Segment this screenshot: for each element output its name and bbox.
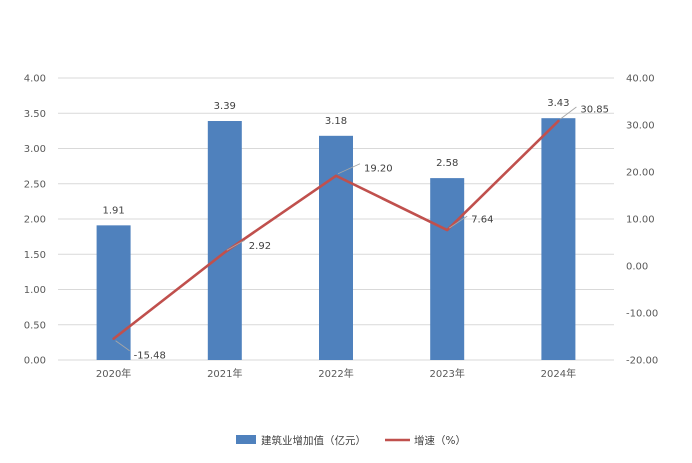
bar — [207, 121, 242, 360]
data-labels: 1.91 3.39 3.18 2.58 3.43 -15.48 2.92 19.20 7.64 3… — [102, 98, 609, 361]
right-axis-tick-label: 10.00 — [626, 215, 655, 226]
line-label-leader — [226, 239, 246, 251]
bar-value-label: 3.43 — [547, 98, 569, 109]
bar-value-label: 2.58 — [436, 158, 458, 169]
left-axis-tick-label: 0.50 — [24, 320, 46, 331]
line-series — [112, 119, 560, 341]
line-label-leader — [448, 215, 468, 229]
left-axis-tick-label: 3.50 — [24, 109, 46, 120]
legend-bar-label: 建筑业增加值（亿元） — [261, 434, 366, 447]
bar — [541, 118, 576, 360]
left-axis-tick-label: 3.00 — [24, 144, 46, 155]
growth-rate-line — [112, 119, 560, 341]
bar-value-label: 3.39 — [214, 101, 236, 112]
bar-series — [96, 118, 576, 360]
right-axis-tick-label: -20.00 — [626, 356, 658, 367]
right-axis-tick-label: -10.00 — [626, 309, 658, 320]
left-axis-tick-label: 1.50 — [24, 250, 46, 261]
right-axis-tick-label: 40.00 — [626, 74, 655, 85]
bar-value-label: 3.18 — [325, 116, 347, 127]
left-axis-tick-label: 0.00 — [24, 356, 46, 367]
line-value-label: 7.64 — [471, 215, 493, 226]
left-axis-tick-label: 1.00 — [24, 285, 46, 296]
bar — [319, 135, 353, 360]
bar — [430, 178, 465, 360]
bar-value-label: 1.91 — [102, 205, 124, 216]
x-axis-tick-label: 2020年 — [96, 367, 131, 380]
x-axis-tick-label: 2022年 — [318, 367, 353, 380]
legend-line-label: 增速（%） — [414, 434, 466, 447]
left-axis-tick-label: 2.00 — [24, 215, 46, 226]
right-axis-tick-label: 20.00 — [626, 168, 655, 179]
right-axis-tick-label: 30.00 — [626, 121, 655, 132]
left-axis-tick-label: 4.00 — [24, 74, 46, 85]
legend: 建筑业增加值（亿元） 增速（%） — [236, 434, 466, 447]
line-value-label: 19.20 — [364, 163, 393, 174]
left-axis-tick-label: 2.50 — [24, 179, 46, 190]
line-label-leader — [115, 340, 130, 352]
line-label-leader — [337, 163, 361, 175]
line-value-label: 2.92 — [249, 241, 271, 252]
line-label-leader — [560, 106, 577, 120]
legend-bar-swatch — [236, 435, 256, 444]
right-axis-tick-label: 0.00 — [626, 262, 648, 273]
line-value-label: 30.85 — [580, 105, 609, 116]
axes: 0.00 0.50 1.00 1.50 2.00 2.50 3.00 3.50 4.00 -20.… — [24, 74, 659, 381]
x-axis-tick-label: 2023年 — [429, 367, 464, 380]
x-axis-tick-label: 2021年 — [207, 367, 242, 380]
x-axis-tick-label: 2024年 — [541, 367, 576, 380]
label-leader-lines — [115, 106, 577, 352]
line-value-label: -15.48 — [134, 350, 166, 361]
